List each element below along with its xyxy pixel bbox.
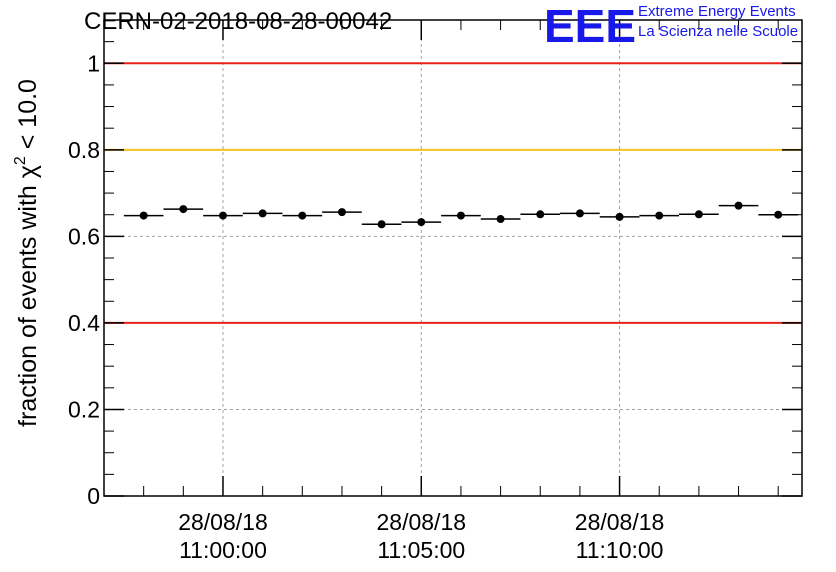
y-tick-label: 1 xyxy=(87,50,100,76)
y-axis-label-chi: χ xyxy=(14,165,42,178)
plot-frame xyxy=(103,19,803,497)
y-axis-label-prefix: fraction of events with xyxy=(14,178,42,427)
axes: 00.20.40.60.8128/08/1811:00:0028/08/1811… xyxy=(68,20,802,563)
y-tick-label: 0 xyxy=(87,483,100,509)
reference-lines xyxy=(104,62,802,324)
y-tick-label: 0.2 xyxy=(68,396,100,422)
x-tick-label-time: 11:10:00 xyxy=(576,537,664,563)
y-axis-label: fraction of events with χ2 < 10.0 xyxy=(12,79,42,427)
data-point xyxy=(139,211,148,220)
data-point xyxy=(179,205,188,214)
data-point xyxy=(694,210,703,219)
data-point xyxy=(298,211,307,220)
data-point xyxy=(496,215,505,224)
data-point xyxy=(417,218,426,227)
y-axis-label-suffix: < 10.0 xyxy=(14,79,42,156)
data-point xyxy=(774,210,783,219)
logo-line-1: Extreme Energy Events xyxy=(638,3,796,20)
x-tick-label-time: 11:05:00 xyxy=(377,537,465,563)
data-points xyxy=(123,201,799,229)
data-point xyxy=(218,211,227,220)
data-point xyxy=(258,209,267,218)
data-point xyxy=(734,201,743,210)
x-tick-label-date: 28/08/18 xyxy=(377,509,467,535)
eee-logo: EEE xyxy=(544,2,636,46)
data-point xyxy=(655,211,664,220)
grid-layer xyxy=(104,20,802,496)
x-tick-label-time: 11:00:00 xyxy=(179,537,267,563)
data-point xyxy=(337,208,346,217)
y-axis-label-exponent: 2 xyxy=(12,156,29,165)
y-tick-label: 0.8 xyxy=(68,137,100,163)
y-tick-label: 0.4 xyxy=(68,310,100,336)
data-point xyxy=(615,212,624,221)
x-tick-label-date: 28/08/18 xyxy=(178,509,268,535)
chart-title: CERN-02-2018-08-28-00042 xyxy=(84,8,393,35)
eee-logo-mark: EEE xyxy=(544,2,636,46)
data-point xyxy=(536,210,545,219)
y-tick-label: 0.6 xyxy=(68,223,100,249)
data-point xyxy=(456,211,465,220)
x-tick-label-date: 28/08/18 xyxy=(575,509,665,535)
data-point xyxy=(575,209,584,218)
data-point xyxy=(377,220,386,229)
logo-line-2: La Scienza nelle Scuole xyxy=(638,23,799,40)
